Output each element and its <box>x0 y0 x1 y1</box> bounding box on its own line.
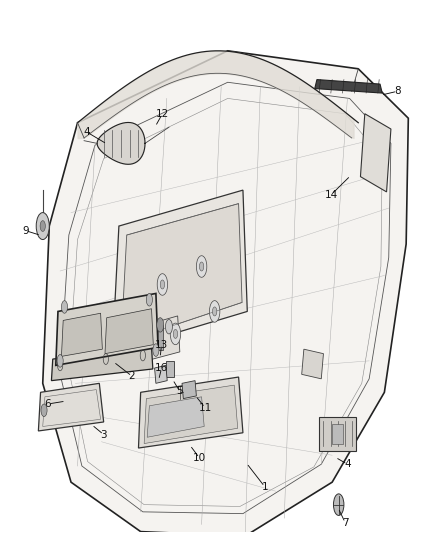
Circle shape <box>333 494 344 515</box>
Polygon shape <box>138 377 243 448</box>
Circle shape <box>196 256 207 277</box>
Circle shape <box>146 294 152 306</box>
Polygon shape <box>155 365 167 383</box>
Polygon shape <box>144 385 238 443</box>
Circle shape <box>170 323 181 345</box>
Polygon shape <box>97 123 145 164</box>
Circle shape <box>157 318 164 332</box>
Polygon shape <box>147 397 204 437</box>
Text: 10: 10 <box>193 453 206 463</box>
Polygon shape <box>182 381 196 399</box>
Text: 12: 12 <box>156 109 169 119</box>
Polygon shape <box>39 383 104 431</box>
Polygon shape <box>319 417 356 451</box>
Polygon shape <box>56 294 158 365</box>
Polygon shape <box>43 51 408 533</box>
Text: 2: 2 <box>129 371 135 381</box>
Circle shape <box>40 221 46 231</box>
Text: 4: 4 <box>344 459 351 469</box>
Circle shape <box>131 343 141 365</box>
Polygon shape <box>360 114 391 192</box>
Circle shape <box>173 329 178 338</box>
Polygon shape <box>166 361 174 377</box>
Polygon shape <box>61 313 102 357</box>
Polygon shape <box>105 309 153 354</box>
Circle shape <box>157 273 168 295</box>
Text: 1: 1 <box>261 482 268 491</box>
Text: 4: 4 <box>83 127 89 136</box>
Polygon shape <box>51 348 153 381</box>
Text: 5: 5 <box>177 386 183 397</box>
Circle shape <box>209 301 220 322</box>
Polygon shape <box>302 349 323 379</box>
Bar <box>158 325 163 350</box>
Circle shape <box>57 354 63 367</box>
Text: 9: 9 <box>22 225 28 236</box>
Circle shape <box>160 280 165 289</box>
Bar <box>332 424 343 443</box>
Circle shape <box>153 344 159 357</box>
Circle shape <box>61 301 67 313</box>
Circle shape <box>41 404 47 417</box>
Text: 7: 7 <box>342 518 349 528</box>
Text: 8: 8 <box>394 86 401 96</box>
Polygon shape <box>113 190 247 352</box>
Text: 13: 13 <box>155 340 168 350</box>
Text: 16: 16 <box>155 363 168 373</box>
Circle shape <box>199 262 204 271</box>
Polygon shape <box>113 316 180 370</box>
Polygon shape <box>315 79 382 93</box>
Text: 14: 14 <box>325 190 338 199</box>
Circle shape <box>212 307 217 316</box>
Polygon shape <box>121 204 242 343</box>
Circle shape <box>166 319 173 334</box>
Circle shape <box>36 213 49 239</box>
Circle shape <box>134 349 138 358</box>
Text: 3: 3 <box>100 430 107 440</box>
Text: 11: 11 <box>198 402 212 413</box>
Circle shape <box>120 336 127 350</box>
Polygon shape <box>95 318 114 348</box>
Text: 6: 6 <box>45 399 51 409</box>
